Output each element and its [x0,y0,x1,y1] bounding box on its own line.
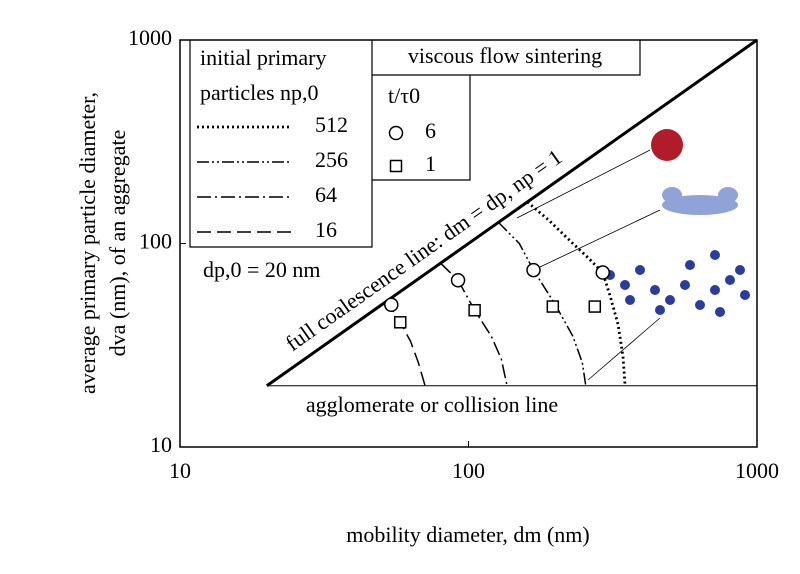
legend-label: 6 [425,118,436,143]
sintered-aggregate-image [662,187,738,215]
marker [468,303,481,317]
marker [546,300,560,313]
x-tick-label: 1000 [735,458,779,483]
legend-frame [189,40,641,248]
legend-label: 512 [315,112,348,137]
legend-title: viscous flow sintering [408,43,602,68]
marker [595,265,611,280]
legend-label: 16 [315,217,337,242]
y-axis-label: dva (nm), of an aggregate [105,130,130,357]
x-axis-label: mobility diameter, dm (nm) [346,522,590,547]
annotation: dp,0 = 20 nm [203,257,321,282]
x-tick-label: 10 [169,458,191,483]
legend-title: t/τ0 [388,83,420,108]
y-tick-label: 10 [150,432,172,457]
sphere-image [651,129,683,161]
legend-title: particles np,0 [200,80,319,105]
x-tick-label: 100 [452,458,485,483]
curve [526,200,627,386]
marker [393,316,407,329]
coalescence-line [265,38,758,387]
legend-marker [388,125,404,141]
coalescence-line-label: full coalescence line: dm = dp, np = 1 [281,144,567,356]
marker [526,262,541,278]
fractal-aggregate-image [605,250,750,317]
marker [588,300,602,313]
legend-label: 256 [315,147,348,172]
legend-label: 1 [425,151,436,176]
curve [497,221,587,386]
y-axis-label: average primary particle diameter, [75,92,100,394]
y-tick-label: 1000 [128,25,172,50]
marker [450,272,466,288]
legend-marker [389,159,403,173]
legend-title: initial primary [200,45,326,70]
curve [440,262,508,386]
collision-line-label: agglomerate or collision line [306,392,558,417]
leader-lines [516,149,661,381]
y-tick-label: 100 [139,229,172,254]
legend-label: 64 [315,182,337,207]
marker [384,297,399,313]
